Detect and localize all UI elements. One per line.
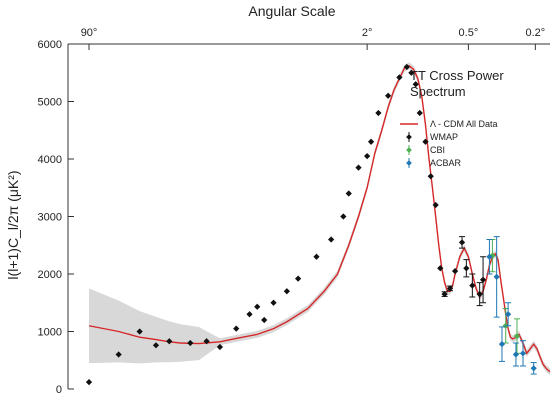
data-point (441, 291, 448, 298)
y-tick-label: 6000 (38, 39, 62, 51)
data-point (295, 275, 302, 282)
legend-title: TT Cross Power Spectrum (410, 68, 504, 99)
data-point (427, 173, 434, 180)
uncertainty-band (89, 62, 550, 376)
data-point (437, 265, 444, 272)
data-point (367, 138, 375, 145)
data-point (451, 268, 459, 275)
y-tick-label: 3000 (38, 212, 62, 224)
data-point (364, 153, 371, 160)
legend-swatch-marker (406, 134, 412, 140)
data-point (463, 265, 470, 272)
y-tick-label: 1000 (38, 327, 62, 339)
y-tick-label: 4000 (38, 154, 62, 166)
data-point (375, 109, 382, 117)
data-point (498, 341, 506, 348)
legend-swatch-marker (406, 160, 412, 166)
y-tick-label: 2000 (38, 269, 62, 281)
data-point (530, 365, 537, 372)
data-point (283, 288, 290, 295)
data-point (246, 311, 253, 318)
top-tick-label: 0.2° (525, 27, 545, 39)
legend-label: WMAP (430, 132, 458, 142)
legend-entries: Λ - CDM All Data WMAP CBI ACBAR (400, 119, 498, 168)
cbi-series (489, 239, 521, 354)
y-tick-label: 5000 (38, 97, 62, 109)
legend-label: ACBAR (430, 158, 462, 168)
data-point (270, 299, 277, 306)
acbar-series (486, 236, 537, 375)
data-point (512, 351, 520, 358)
data-point (261, 316, 268, 324)
data-point (458, 239, 466, 246)
legend-swatch-marker (406, 147, 412, 153)
data-point (233, 325, 240, 332)
data-point (446, 285, 454, 292)
legend-entry: CBI (406, 145, 445, 155)
data-point (505, 311, 512, 318)
legend-label: CBI (430, 145, 445, 155)
data-point (345, 190, 352, 197)
legend-entry: ACBAR (406, 158, 462, 168)
data-point (328, 236, 335, 243)
legend: TT Cross Power Spectrum Λ - CDM All Data W… (400, 68, 504, 168)
data-point (486, 253, 493, 260)
y-tick-label: 0 (56, 384, 62, 396)
legend-label: Λ - CDM All Data (430, 119, 498, 129)
top-tick-label: 0.5° (459, 27, 479, 39)
model-curve-layer (88, 65, 551, 373)
data-point (313, 253, 320, 260)
legend-entry: WMAP (406, 132, 458, 142)
y-axis-title: l(l+1)C_l/2π (μK²) (5, 170, 21, 279)
top-angular-ticks: 90° 2° 0.5° 0.2° (81, 27, 545, 50)
data-point (493, 273, 500, 280)
data-point (340, 213, 347, 220)
top-tick-label: 90° (81, 27, 98, 39)
model-uncertainty-band (89, 62, 550, 376)
model-curve (88, 65, 551, 373)
data-point (469, 282, 476, 289)
data-point (479, 276, 487, 283)
data-point (254, 303, 261, 310)
data-point (416, 109, 423, 117)
y-axis-ticks: 0 1000 2000 3000 4000 5000 6000 (38, 39, 74, 396)
data-point (85, 378, 93, 386)
top-tick-label: 2° (362, 27, 373, 39)
top-axis-title: Angular Scale (248, 3, 335, 19)
data-point (355, 164, 362, 171)
legend-entry: Λ - CDM All Data (400, 119, 498, 129)
data-point (476, 291, 483, 298)
